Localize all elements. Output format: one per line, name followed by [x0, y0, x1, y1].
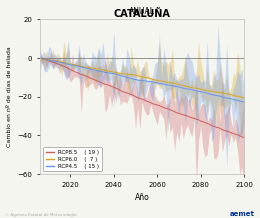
Text: © Agencia Estatal de Meteorología: © Agencia Estatal de Meteorología [5, 213, 77, 217]
Text: ANUAL: ANUAL [129, 7, 155, 16]
X-axis label: Año: Año [135, 193, 150, 202]
Y-axis label: Cambio en nº de días de helada: Cambio en nº de días de helada [7, 46, 12, 147]
Title: CATALUÑA: CATALUÑA [114, 9, 171, 19]
Text: aemet: aemet [230, 211, 255, 217]
Legend: RCP8.5    ( 19 ), RCP6.0    (  7 ), RCP4.5    ( 15 ): RCP8.5 ( 19 ), RCP6.0 ( 7 ), RCP4.5 ( 15… [43, 147, 102, 171]
